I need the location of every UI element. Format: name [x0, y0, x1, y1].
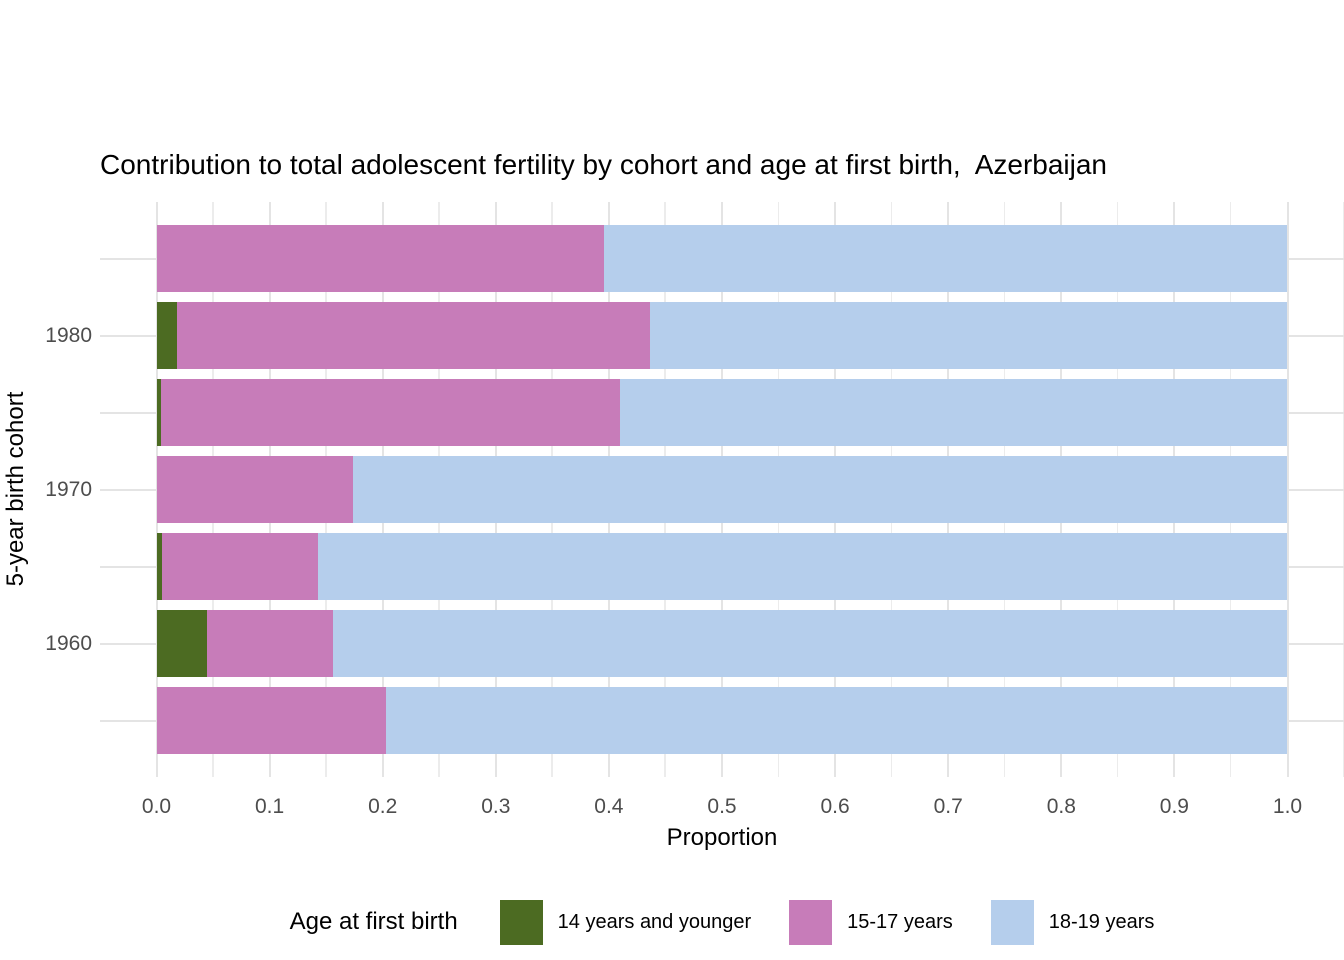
legend-item-label: 15-17 years	[847, 910, 953, 933]
bar-cohort-1955	[156, 687, 1288, 754]
bar-segment-15-17-years	[176, 302, 650, 369]
x-axis-tick-label: 0.3	[481, 795, 511, 818]
legend-swatch-icon	[499, 899, 543, 945]
bar-segment-18-19-years	[604, 225, 1288, 292]
bar-segment-15-17-years	[156, 687, 387, 754]
legend-item-15-17-years: 15-17 years	[789, 899, 953, 945]
y-axis-tick-label: 1980	[45, 323, 92, 347]
bar-segment-18-19-years	[318, 533, 1288, 600]
x-axis-tick-label: 0.5	[707, 795, 737, 818]
plot-panel	[100, 202, 1344, 777]
legend-item-14-years-and-younger: 14 years and younger	[499, 899, 752, 945]
bar-segment-14-years-and-younger	[156, 379, 162, 446]
bar-segment-14-years-and-younger	[156, 533, 163, 600]
bar-cohort-1975	[156, 379, 1288, 446]
x-axis-tick-label: 0.9	[1159, 795, 1189, 818]
bar-cohort-1965	[156, 533, 1288, 600]
legend: Age at first birth 14 years and younger 1…	[100, 896, 1344, 948]
bar-segment-15-17-years	[156, 456, 354, 523]
bar-segment-18-19-years	[620, 379, 1288, 446]
x-axis-tick-label: 0.6	[820, 795, 850, 818]
x-axis-tick-label: 0.8	[1046, 795, 1076, 818]
x-axis-tick-label: 0.4	[594, 795, 624, 818]
bar-segment-15-17-years	[156, 225, 605, 292]
legend-title: Age at first birth	[289, 908, 458, 935]
x-axis-tick-label: 1.0	[1272, 795, 1303, 818]
bar-segment-15-17-years	[161, 379, 621, 446]
y-axis-title: 5-year birth cohort	[2, 294, 30, 587]
chart-title: Contribution to total adolescent fertili…	[100, 149, 1108, 180]
legend-swatch-icon	[789, 899, 833, 945]
x-axis-tick-label: 0.1	[254, 795, 285, 818]
x-axis-title: Proportion	[666, 824, 778, 851]
bar-cohort-1980	[156, 302, 1288, 369]
legend-item-label: 18-19 years	[1048, 910, 1155, 933]
y-axis-tick-label: 1970	[45, 477, 92, 501]
x-axis-tick-labels: 0.0 0.1 0.2 0.3 0.4 0.5 0.6 0.7 0.8 0.9 1.0	[100, 795, 1344, 819]
x-axis-tick-label: 0.7	[933, 795, 963, 818]
bar-segment-18-19-years	[353, 456, 1288, 523]
bar-segment-18-19-years	[386, 687, 1288, 754]
bar-segment-15-17-years	[162, 533, 319, 600]
legend-swatch-icon	[990, 899, 1034, 945]
bar-segment-18-19-years	[649, 302, 1288, 369]
bar-cohort-1970	[156, 456, 1288, 523]
bar-cohort-1985	[156, 225, 1288, 292]
bar-segment-14-years-and-younger	[156, 610, 208, 677]
bar-cohort-1960	[156, 610, 1288, 677]
x-axis-tick-label: 0.2	[368, 795, 398, 818]
legend-item-18-19-years: 18-19 years	[990, 899, 1155, 945]
bar-segment-18-19-years	[332, 610, 1288, 677]
x-axis-title-wrap: Proportion	[100, 824, 1344, 852]
bar-segment-14-years-and-younger	[156, 302, 177, 369]
y-axis-tick-label: 1960	[45, 631, 92, 655]
bar-segment-15-17-years	[207, 610, 333, 677]
legend-item-label: 14 years and younger	[557, 910, 752, 933]
x-axis-tick-label: 0.0	[141, 795, 172, 818]
